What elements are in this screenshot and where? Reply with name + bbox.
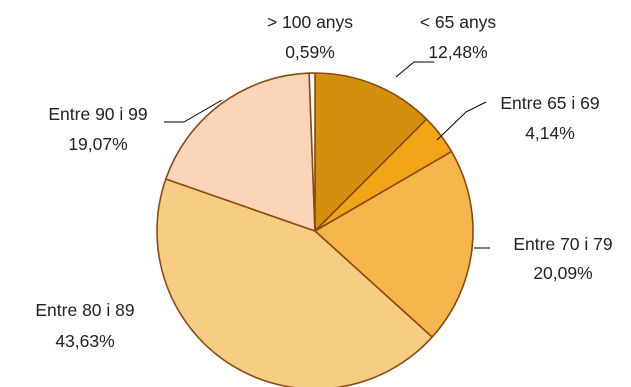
slice-label-under-65: < 65 anys <box>420 12 497 32</box>
slice-value-over-100: 0,59% <box>285 42 335 62</box>
slice-value-90-99: 19,07% <box>68 134 127 154</box>
leader-lines <box>164 61 490 249</box>
slice-label-80-89: Entre 80 i 89 <box>35 300 134 320</box>
slice-label-over-100: > 100 anys <box>267 12 353 32</box>
slice-label-65-69: Entre 65 i 69 <box>500 93 599 113</box>
pie-slice-entre-80-i-89 <box>156 178 433 387</box>
pie-slice-entre-90-i-99 <box>165 72 316 232</box>
slice-value-80-89: 43,63% <box>55 331 114 351</box>
leader-line-65-69 <box>436 101 487 141</box>
slice-label-70-79: Entre 70 i 79 <box>513 234 612 254</box>
pie-slice-entre-70-i-79 <box>314 150 474 338</box>
slice-label-90-99: Entre 90 i 99 <box>48 104 147 124</box>
leader-line-90-99 <box>164 99 223 123</box>
slice-value-70-79: 20,09% <box>533 263 592 283</box>
leader-line-under-65 <box>395 61 434 78</box>
pie-slice-100-anys <box>308 72 316 232</box>
pie-slice-65-anys <box>314 72 428 232</box>
pie-slices <box>156 72 474 387</box>
slice-value-under-65: 12,48% <box>428 42 487 62</box>
slice-value-65-69: 4,14% <box>525 123 575 143</box>
